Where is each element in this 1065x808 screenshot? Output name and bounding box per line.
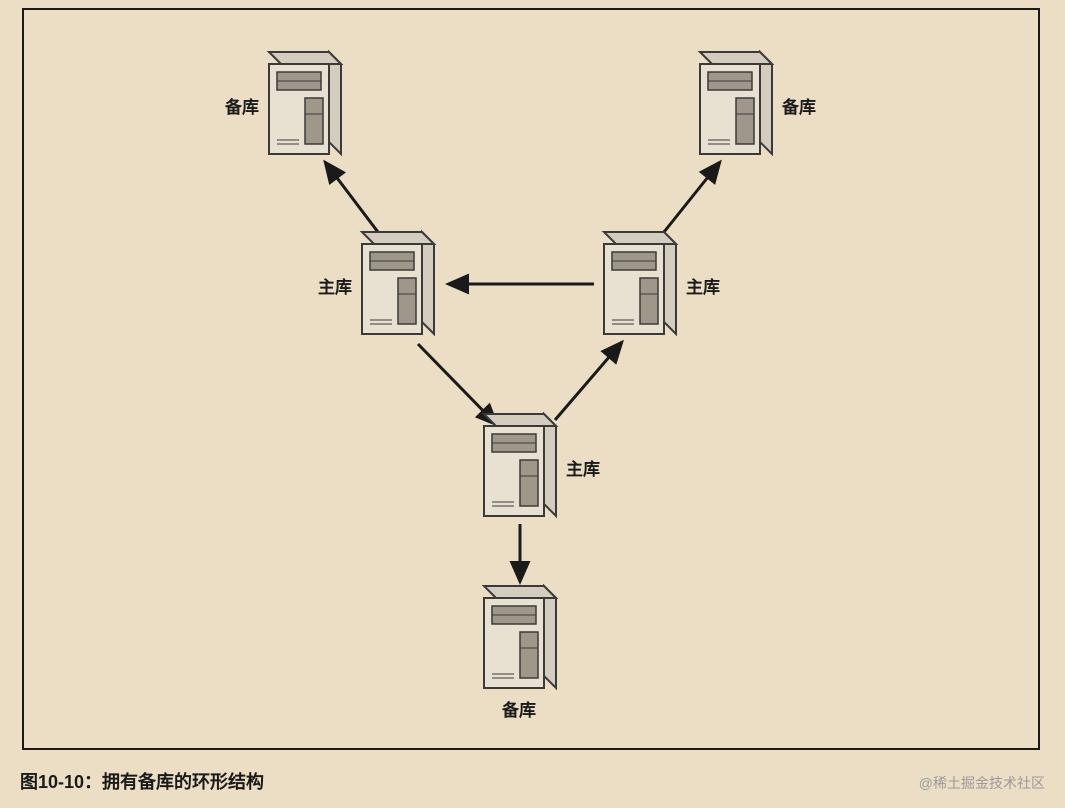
node-label-replica-top-right: 备库	[782, 93, 816, 118]
node-replica-bottom: 备库	[480, 582, 560, 692]
server-icon	[358, 228, 438, 338]
node-master-bottom: 主库	[480, 410, 560, 520]
node-label-master-right: 主库	[686, 273, 720, 298]
server-icon	[265, 48, 345, 158]
server-icon	[480, 582, 560, 692]
node-replica-top-right: 备库	[696, 48, 776, 158]
node-label-replica-top-left: 备库	[225, 93, 259, 118]
server-icon	[600, 228, 680, 338]
node-label-replica-bottom: 备库	[502, 696, 536, 721]
node-master-right: 主库	[600, 228, 680, 338]
server-icon	[480, 410, 560, 520]
node-label-master-bottom: 主库	[566, 455, 600, 480]
node-replica-top-left: 备库	[265, 48, 345, 158]
server-icon	[696, 48, 776, 158]
node-master-left: 主库	[358, 228, 438, 338]
footer: 图10-10：拥有备库的环形结构 @稀土掘金技术社区	[20, 768, 1045, 794]
figure-caption: 图10-10：拥有备库的环形结构	[20, 768, 264, 794]
watermark: @稀土掘金技术社区	[919, 773, 1045, 793]
node-label-master-left: 主库	[318, 273, 352, 298]
